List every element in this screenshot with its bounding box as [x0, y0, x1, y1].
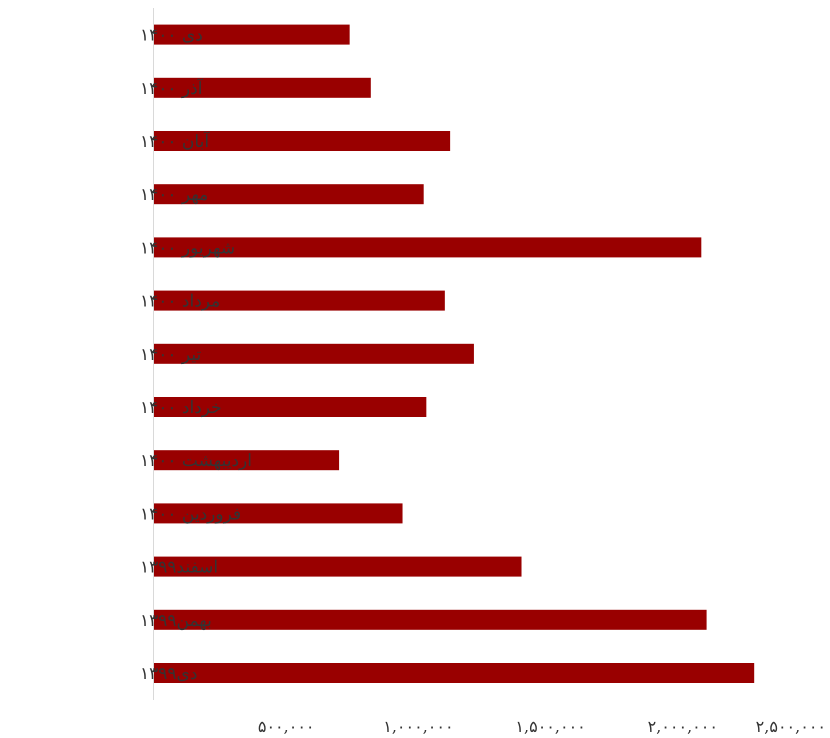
category-label: آذر ۱۴۰۰ — [140, 77, 204, 99]
x-tick-label: ۲,۵۰۰,۰۰۰ — [756, 717, 826, 736]
bar — [154, 237, 702, 258]
bar — [154, 397, 427, 417]
category-labels-group: دی ۱۴۰۰ آذر ۱۴۰۰ آبان ۱۴۰۰ مهر ۱۴۰۰ شهریور ۱… — [140, 26, 252, 684]
category-label: خرداد ۱۴۰۰ — [140, 398, 222, 418]
x-tick-labels-group: ۵۰۰,۰۰۰ ۱,۰۰۰,۰۰۰ ۱,۵۰۰,۰۰۰ ۲,۰۰۰,۰۰۰ ۲,۵۰۰,… — [258, 717, 826, 736]
bar — [154, 343, 474, 364]
category-label: شهریور ۱۴۰۰ — [140, 238, 235, 258]
category-label: اردیبهشت ۱۴۰۰ — [140, 451, 252, 471]
x-tick-label: ۲,۰۰۰,۰۰۰ — [648, 717, 718, 736]
bar — [154, 184, 424, 205]
x-tick-label: ۵۰۰,۰۰۰ — [258, 717, 315, 736]
category-label: دی ۱۴۰۰ — [140, 26, 203, 46]
x-tick-label: ۱,۰۰۰,۰۰۰ — [383, 717, 453, 736]
bar — [154, 290, 445, 311]
bar — [154, 450, 340, 471]
bar — [154, 556, 522, 577]
bars-group — [154, 24, 755, 683]
bar — [154, 77, 371, 98]
category-label: مرداد ۱۴۰۰ — [140, 292, 220, 312]
category-label: فروردین ۱۴۰۰ — [140, 504, 241, 524]
category-label: مهر ۱۴۰۰ — [140, 185, 208, 205]
bar — [154, 24, 350, 45]
category-label: بهمن۱۳۹۹ — [140, 611, 212, 631]
bar — [154, 503, 403, 524]
category-label: دی۱۳۹۹ — [140, 664, 197, 684]
bar — [154, 663, 755, 683]
x-tick-label: ۱,۵۰۰,۰۰۰ — [515, 717, 585, 736]
category-label: اسفند۱۳۹۹ — [140, 558, 218, 578]
category-label: تیر ۱۴۰۰ — [140, 345, 201, 365]
bar — [154, 609, 707, 630]
category-label: آبان ۱۴۰۰ — [140, 130, 210, 152]
bar — [154, 131, 451, 151]
